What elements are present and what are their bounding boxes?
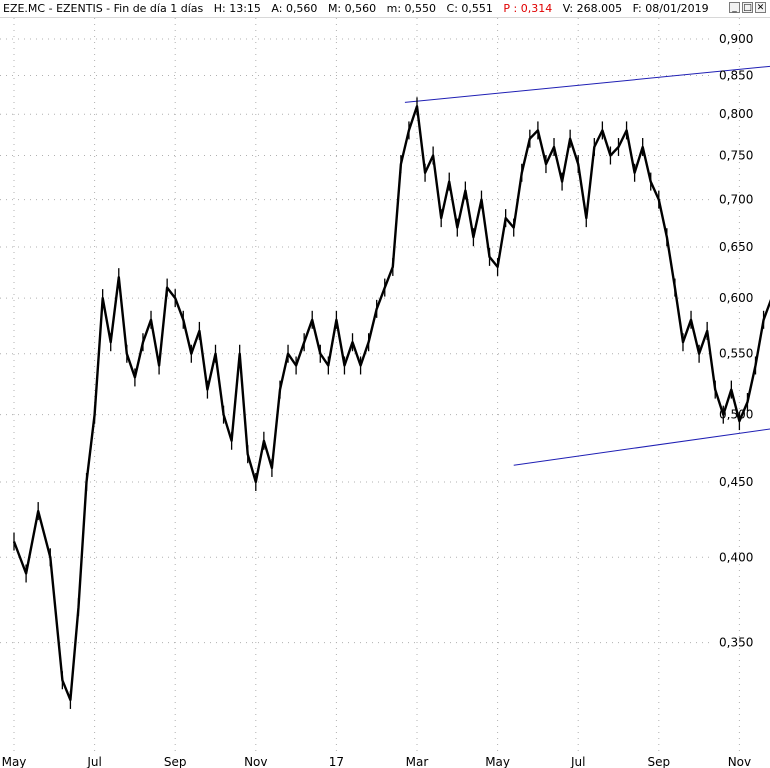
chart-title-bar: EZE.MC - EZENTIS - Fin de día 1 días H: … — [0, 0, 770, 18]
y-tick-label: 0,600 — [719, 291, 753, 305]
y-axis: 0,900 0,850 0,800 0,750 0,700 0,650 0,600 0,550… — [719, 32, 753, 650]
x-tick-label: Jul — [570, 755, 585, 768]
x-tick-label: May — [485, 755, 510, 768]
change-label: P : 0,314 — [503, 2, 553, 15]
price-chart[interactable]: 0,900 0,850 0,800 0,750 0,700 0,650 0,600 0,550… — [0, 18, 770, 768]
x-tick-label: Sep — [647, 755, 670, 768]
y-tick-label: 0,650 — [719, 240, 753, 254]
x-tick-label: Nov — [728, 755, 751, 768]
y-tick-label: 0,850 — [719, 68, 753, 82]
x-tick-label: May — [2, 755, 27, 768]
trendline — [513, 428, 770, 466]
y-tick-label: 0,450 — [719, 475, 753, 489]
minimize-button[interactable]: _ — [729, 2, 740, 13]
y-tick-label: 0,350 — [719, 636, 753, 650]
price-line — [12, 105, 770, 702]
max-label: M: 0,560 — [327, 2, 377, 15]
trendlines — [404, 65, 770, 466]
open-label: A: 0,560 — [271, 2, 318, 15]
price-series — [12, 97, 770, 709]
min-label: m: 0,550 — [386, 2, 437, 15]
high-time-label: H: 13:15 — [213, 2, 261, 15]
y-tick-label: 0,800 — [719, 107, 753, 121]
close-label: C: 0,551 — [446, 2, 493, 15]
x-tick-label: Mar — [406, 755, 429, 768]
restore-button[interactable]: □ — [742, 2, 753, 13]
y-tick-label: 0,750 — [719, 148, 753, 162]
close-button[interactable]: ✕ — [755, 2, 766, 13]
x-tick-label: 17 — [329, 755, 344, 768]
x-tick-label: Nov — [244, 755, 267, 768]
quote-summary: EZE.MC - EZENTIS - Fin de día 1 días H: … — [3, 0, 716, 17]
y-tick-label: 0,700 — [719, 193, 753, 207]
x-tick-label: Sep — [164, 755, 187, 768]
y-tick-label: 0,900 — [719, 32, 753, 46]
grid — [0, 18, 740, 754]
y-tick-label: 0,400 — [719, 550, 753, 564]
window-controls: _ □ ✕ — [729, 2, 766, 13]
symbol-label: EZE.MC - EZENTIS - Fin de día 1 días — [3, 2, 204, 15]
y-tick-label: 0,550 — [719, 347, 753, 361]
y-tick-label: 0,500 — [719, 408, 753, 422]
date-label: F: 08/01/2019 — [632, 2, 709, 15]
x-axis: MayJulSepNov17MarMayJulSepNov18MarMayJul… — [2, 755, 752, 768]
x-tick-label: Jul — [86, 755, 101, 768]
volume-label: V: 268.005 — [562, 2, 623, 15]
trendline — [404, 65, 770, 103]
